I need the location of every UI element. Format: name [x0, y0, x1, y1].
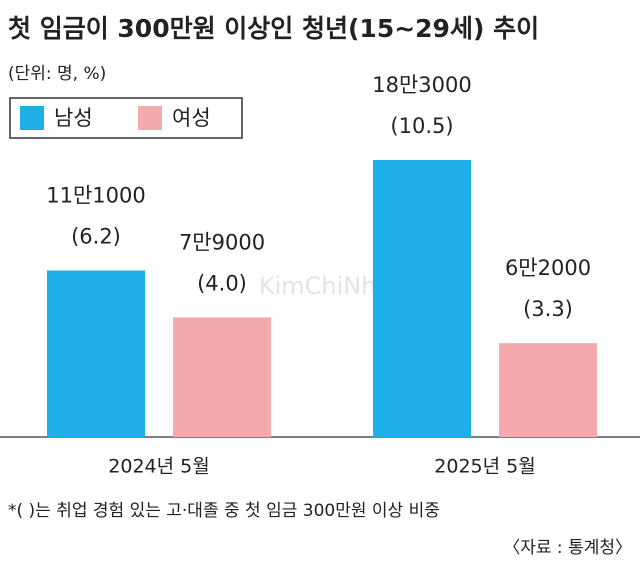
value-label: 6만2000: [505, 256, 591, 280]
legend-box: [9, 97, 243, 139]
x-tick-label: 2024년 5월: [108, 456, 209, 478]
value-label: 18만3000: [372, 73, 472, 97]
x-tick-label: 2025년 5월: [434, 456, 535, 478]
source: 〈자료 : 통계청〉: [503, 538, 632, 558]
note: *( )는 취업 경험 있는 고·대졸 중 첫 임금 300만원 이상 비중: [8, 501, 440, 521]
chart-title: 첫 임금이 300만원 이상인 청년(15~29세) 추이: [8, 14, 539, 43]
legend-label: 남성: [54, 106, 93, 130]
share-label: (4.0): [197, 271, 247, 295]
bar: [47, 270, 145, 437]
bar: [499, 343, 597, 437]
bar: [373, 160, 471, 437]
share-label: (10.5): [390, 114, 453, 138]
bar: [173, 317, 271, 437]
watermark: KimChiNha: [259, 272, 391, 300]
share-label: (3.3): [523, 297, 573, 321]
value-label: 7만9000: [179, 230, 265, 254]
subtitle: (단위: 명, %): [8, 64, 106, 84]
legend-swatch: [138, 106, 162, 130]
share-label: (6.2): [71, 224, 121, 248]
legend-label: 여성: [172, 106, 211, 130]
value-label: 11만1000: [46, 183, 146, 207]
legend-swatch: [20, 106, 44, 130]
